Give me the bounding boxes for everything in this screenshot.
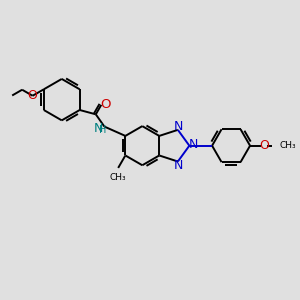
Text: O: O [260, 139, 269, 152]
Text: CH₃: CH₃ [279, 141, 296, 150]
Text: CH₃: CH₃ [110, 173, 127, 182]
Text: H: H [99, 125, 106, 135]
Text: N: N [174, 120, 183, 133]
Text: O: O [27, 89, 37, 102]
Text: N: N [189, 138, 198, 151]
Text: N: N [174, 159, 183, 172]
Text: O: O [100, 98, 111, 111]
Text: N: N [94, 122, 104, 135]
